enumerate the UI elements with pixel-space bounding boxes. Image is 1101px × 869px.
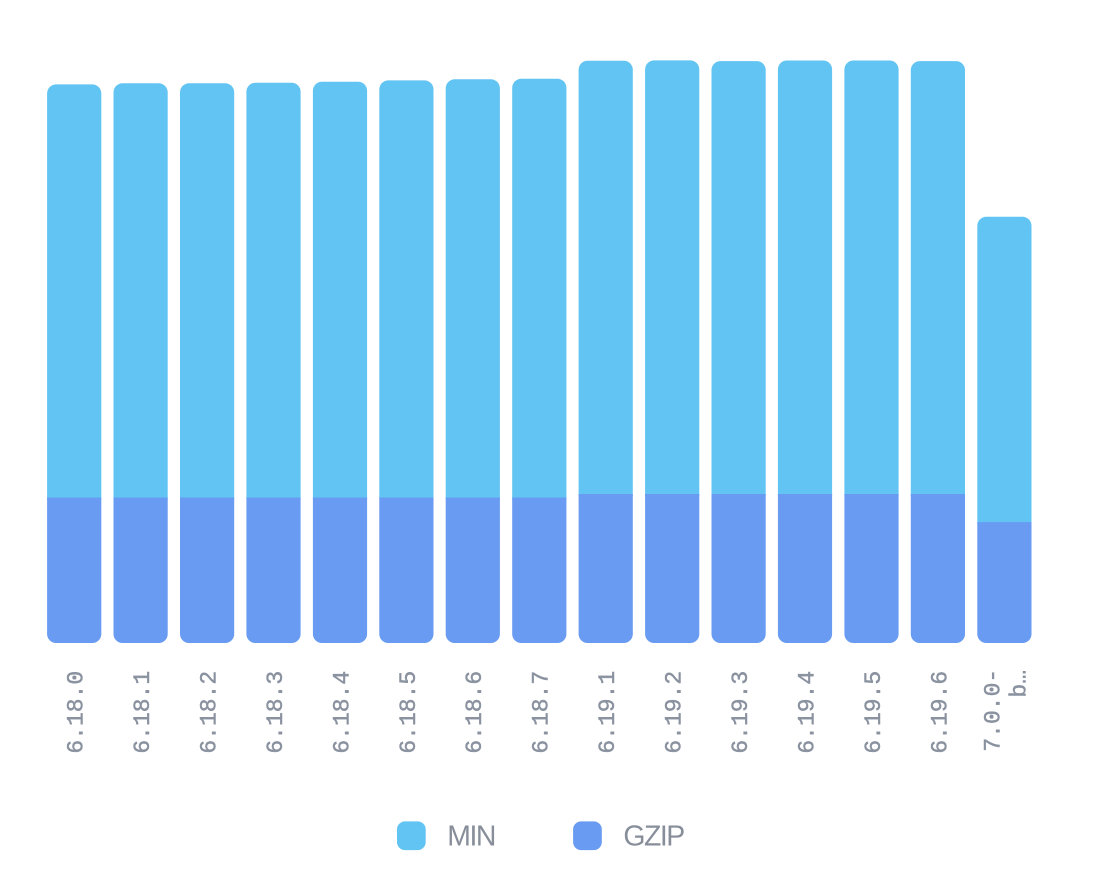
svg-text:6.18.3: 6.18.3 bbox=[263, 671, 289, 754]
svg-text:6.18.7: 6.18.7 bbox=[529, 671, 555, 754]
svg-text:6.18.0: 6.18.0 bbox=[64, 671, 90, 754]
svg-text:6.18.1: 6.18.1 bbox=[130, 671, 156, 754]
svg-text:GZIP: GZIP bbox=[623, 821, 684, 853]
svg-text:6.19.3: 6.19.3 bbox=[728, 671, 754, 754]
svg-text:6.18.6: 6.18.6 bbox=[462, 671, 488, 754]
svg-text:6.18.5: 6.18.5 bbox=[396, 671, 422, 754]
svg-text:6.19.4: 6.19.4 bbox=[794, 671, 820, 754]
svg-text:b…: b… bbox=[1007, 670, 1033, 698]
svg-text:6.19.1: 6.19.1 bbox=[595, 671, 621, 754]
svg-text:6.19.6: 6.19.6 bbox=[927, 671, 953, 754]
svg-text:MIN: MIN bbox=[447, 821, 495, 853]
svg-text:7.0.0-: 7.0.0- bbox=[981, 669, 1007, 752]
svg-text:6.18.4: 6.18.4 bbox=[329, 671, 355, 754]
svg-text:6.18.2: 6.18.2 bbox=[197, 671, 223, 754]
svg-text:6.19.2: 6.19.2 bbox=[662, 671, 688, 754]
svg-text:6.19.5: 6.19.5 bbox=[861, 671, 887, 754]
